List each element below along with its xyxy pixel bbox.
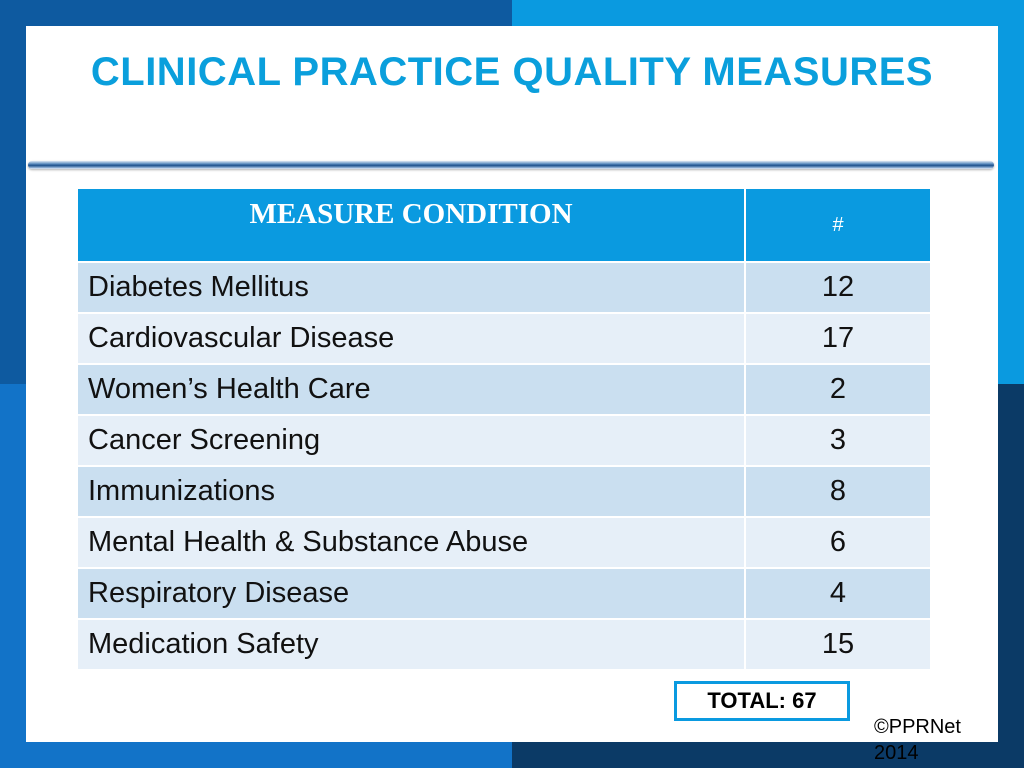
title-divider [28,161,994,169]
row-condition: Diabetes Mellitus [76,261,746,314]
row-count: 4 [744,567,932,620]
row-count: 3 [744,414,932,467]
table-row: Cardiovascular Disease 17 [76,312,932,365]
row-condition: Women’s Health Care [76,363,746,416]
table-row: Cancer Screening 3 [76,414,932,467]
table-row: Mental Health & Substance Abuse 6 [76,516,932,569]
header-count: # [744,187,932,263]
row-count: 17 [744,312,932,365]
row-condition: Immunizations [76,465,746,518]
row-count: 2 [744,363,932,416]
slide-panel: CLINICAL PRACTICE QUALITY MEASURES MEASU… [26,26,998,764]
row-condition: Respiratory Disease [76,567,746,620]
measures-table-container: MEASURE CONDITION # Diabetes Mellitus 12… [76,187,932,671]
total-badge: TOTAL: 67 [674,681,850,721]
row-count: 8 [744,465,932,518]
table-header-row: MEASURE CONDITION # [76,187,932,263]
row-condition: Cardiovascular Disease [76,312,746,365]
slide-title: CLINICAL PRACTICE QUALITY MEASURES [90,50,934,94]
table-row: Women’s Health Care 2 [76,363,932,416]
row-count: 15 [744,618,932,671]
table-row: Respiratory Disease 4 [76,567,932,620]
copyright-notice: ©PPRNet 2014 [874,716,961,764]
measures-table: MEASURE CONDITION # Diabetes Mellitus 12… [76,187,932,671]
row-count: 12 [744,261,932,314]
row-count: 6 [744,516,932,569]
row-condition: Mental Health & Substance Abuse [76,516,746,569]
table-row: Medication Safety 15 [76,618,932,671]
table-row: Diabetes Mellitus 12 [76,261,932,314]
row-condition: Cancer Screening [76,414,746,467]
row-condition: Medication Safety [76,618,746,671]
table-row: Immunizations 8 [76,465,932,518]
header-measure-condition: MEASURE CONDITION [76,187,746,263]
